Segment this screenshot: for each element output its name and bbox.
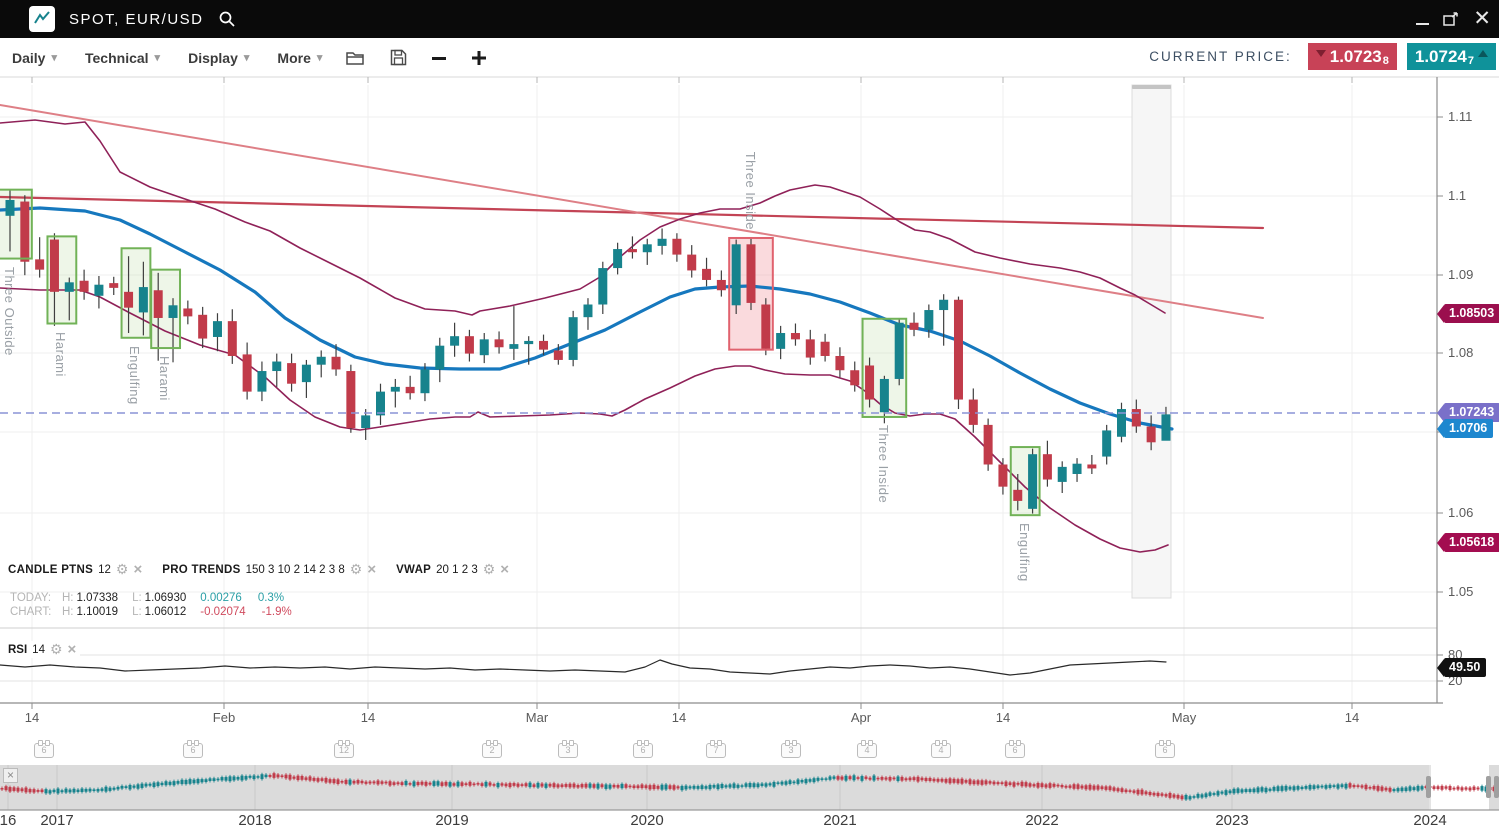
- indicator-pro-trends: PRO TRENDS 150 3 10 2 14 2 3 8 ⚙ ×: [162, 560, 377, 578]
- navigator-handle[interactable]: [1494, 776, 1499, 798]
- today-change: 0.00276: [200, 592, 242, 604]
- popout-button[interactable]: [1443, 12, 1459, 26]
- calendar-event-badge[interactable]: 3: [558, 740, 578, 758]
- ask-price-badge: 1.0724 7: [1406, 43, 1496, 70]
- title-bar: SPOT, EUR/USD ✕: [0, 0, 1499, 38]
- navigator-handle[interactable]: [1486, 776, 1491, 798]
- calendar-event-badge[interactable]: 2: [482, 740, 502, 758]
- candles-layer: [5, 189, 1171, 514]
- calendar-event-badge[interactable]: 3: [781, 740, 801, 758]
- calendar-event-badge[interactable]: 4: [931, 740, 951, 758]
- gear-icon[interactable]: ⚙: [349, 561, 363, 577]
- price-up-arrow-icon: [1478, 50, 1488, 57]
- indicator-vwap: VWAP 20 1 2 3 ⚙ ×: [396, 560, 510, 578]
- navigator-close-icon[interactable]: ×: [3, 768, 18, 783]
- indicator-candle-patterns: CANDLE PTNS 12 ⚙ ×: [8, 560, 143, 578]
- chevron-down-icon: ▾: [316, 52, 323, 64]
- gear-icon[interactable]: ⚙: [482, 561, 496, 577]
- toolbar: Daily ▾ Technical ▾ Display ▾ More ▾ CURRENT…: [0, 38, 1499, 77]
- menu-daily[interactable]: Daily ▾: [12, 49, 57, 66]
- menu-display[interactable]: Display ▾: [188, 49, 250, 66]
- remove-indicator-icon[interactable]: ×: [67, 640, 77, 658]
- calendar-event-badge[interactable]: 6: [1005, 740, 1025, 758]
- price-down-arrow-icon: [1315, 50, 1326, 57]
- search-icon[interactable]: [218, 10, 236, 28]
- chart-percent: -1.9%: [261, 606, 292, 618]
- menu-more[interactable]: More ▾: [277, 49, 323, 66]
- save-icon[interactable]: [390, 49, 407, 66]
- open-folder-icon[interactable]: [346, 50, 366, 66]
- zoom-out-icon[interactable]: [431, 50, 447, 66]
- calendar-event-badge[interactable]: 4: [857, 740, 877, 758]
- chart-change: -0.02074: [200, 606, 246, 618]
- current-price-label: CURRENT PRICE:: [1149, 49, 1292, 64]
- calendar-event-badge[interactable]: 6: [633, 740, 653, 758]
- gear-icon[interactable]: ⚙: [49, 641, 63, 657]
- minimize-button[interactable]: [1416, 13, 1430, 25]
- indicator-rsi: RSI 14 ⚙ ×: [8, 640, 81, 658]
- calendar-event-badge[interactable]: 12: [334, 740, 354, 758]
- calendar-event-badge[interactable]: 6: [34, 740, 54, 758]
- chevron-down-icon: ▾: [154, 52, 161, 64]
- navigator-handle[interactable]: [1426, 776, 1431, 798]
- chevron-down-icon: ▾: [51, 52, 57, 64]
- chevron-down-icon: ▾: [243, 52, 250, 64]
- calendar-event-badge[interactable]: 6: [1155, 740, 1175, 758]
- calendar-event-badge[interactable]: 7: [706, 740, 726, 758]
- window-controls: ✕: [1416, 0, 1491, 38]
- remove-indicator-icon[interactable]: ×: [133, 560, 143, 578]
- current-price-panel: CURRENT PRICE: 1.0723 8 1.0724 7: [1149, 43, 1496, 70]
- stats-today-row: TODAY: H: 1.07338 L: 1.06930 0.00276 0.3%: [10, 592, 285, 604]
- zoom-in-icon[interactable]: [471, 50, 487, 66]
- bid-price-badge: 1.0723 8: [1307, 43, 1397, 70]
- gear-icon[interactable]: ⚙: [115, 561, 129, 577]
- menu-technical[interactable]: Technical ▾: [85, 49, 161, 66]
- remove-indicator-icon[interactable]: ×: [500, 560, 510, 578]
- navigator-mini-candles: [0, 771, 1499, 802]
- window-title: SPOT, EUR/USD: [69, 10, 204, 28]
- calendar-event-badge[interactable]: 6: [183, 740, 203, 758]
- stats-chart-row: CHART: H: 1.10019 L: 1.06012 -0.02074 -1.9…: [10, 606, 292, 618]
- remove-indicator-icon[interactable]: ×: [367, 560, 377, 578]
- close-button[interactable]: ✕: [1473, 7, 1491, 30]
- indicator-legend-row: CANDLE PTNS 12 ⚙ × PRO TRENDS 150 3 10 2 1…: [8, 561, 509, 578]
- today-percent: 0.3%: [257, 592, 285, 604]
- app-logo-icon: [29, 6, 55, 32]
